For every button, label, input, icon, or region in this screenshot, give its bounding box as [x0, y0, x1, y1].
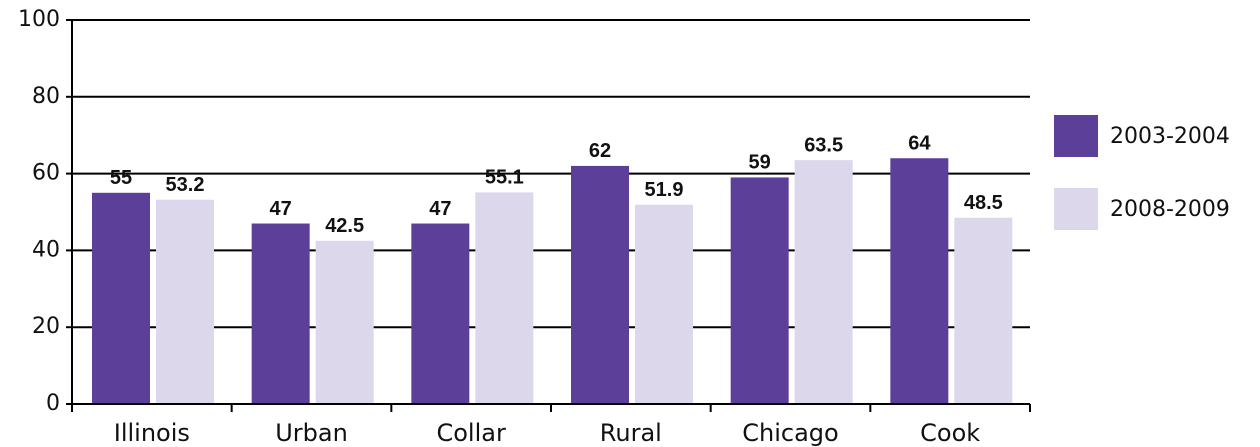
bar	[954, 217, 1013, 404]
bar	[571, 165, 629, 404]
bar	[635, 204, 693, 404]
x-tick-label: Chicago	[742, 419, 838, 447]
bar	[92, 192, 150, 404]
bar	[315, 240, 374, 404]
legend-swatch	[1054, 115, 1098, 157]
value-label: 55	[110, 167, 132, 189]
x-tick-label: Rural	[600, 419, 662, 447]
bar	[890, 158, 949, 404]
value-label: 55.1	[485, 167, 524, 189]
bar	[475, 192, 534, 404]
y-tick-label: 40	[32, 237, 60, 262]
bar	[156, 199, 214, 404]
legend-label: 2008-2009	[1110, 197, 1230, 222]
value-label: 47	[270, 198, 292, 220]
value-label: 63.5	[804, 134, 843, 156]
value-label: 62	[589, 140, 611, 162]
legend-swatch	[1054, 188, 1098, 230]
y-tick-label: 20	[32, 314, 60, 339]
bar	[411, 223, 470, 404]
value-label: 48.5	[964, 192, 1003, 214]
x-tick-label: Urban	[275, 419, 348, 447]
x-tick-label: Collar	[436, 419, 505, 447]
bar	[730, 177, 789, 404]
value-label: 53.2	[166, 174, 205, 196]
value-label: 47	[429, 198, 451, 220]
bar	[251, 223, 310, 404]
x-tick-label: Illinois	[114, 419, 190, 447]
y-tick-label: 0	[46, 391, 60, 416]
y-tick-label: 80	[32, 84, 60, 109]
y-tick-label: 60	[32, 161, 60, 186]
value-label: 59	[749, 152, 771, 174]
value-label: 64	[908, 133, 931, 155]
value-label: 42.5	[325, 215, 364, 237]
bar	[794, 160, 853, 404]
y-tick-label: 100	[18, 7, 60, 32]
x-tick-label: Cook	[920, 419, 980, 447]
legend-label: 2003-2004	[1110, 124, 1230, 149]
value-label: 51.9	[645, 179, 684, 201]
